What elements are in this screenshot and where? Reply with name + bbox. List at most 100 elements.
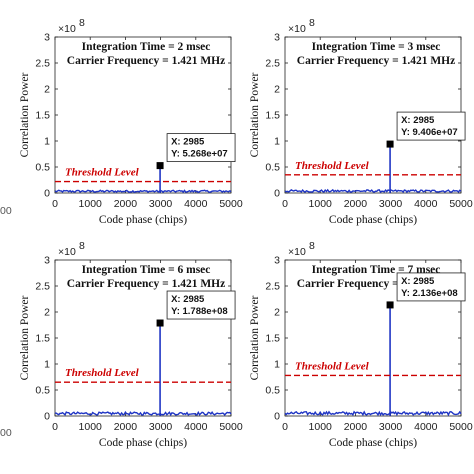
y-tick-label: 1.5 [265, 110, 280, 122]
datatip-y: Y: 2.136e+08 [401, 288, 458, 299]
noise-floor-line [284, 188, 462, 194]
y-axis-label: Correlation Power [19, 296, 31, 381]
y-tick-label: 1 [44, 359, 50, 371]
x-tick-label: 0 [52, 198, 58, 210]
datatip-x: X: 2985 [401, 276, 435, 287]
y-axis-multiplier-exponent: 8 [309, 17, 315, 29]
chart-panel-1: 0 0.5 1 1.5 2 2.5 3 0 1000 2000 3000 4000 5000 ×10 8 Co… [19, 17, 243, 226]
y-tick-label: 0.5 [35, 162, 50, 174]
noise-floor-line [284, 410, 462, 417]
datatip-box [166, 290, 236, 320]
y-tick-label: 2 [44, 307, 50, 319]
x-tick-label: 2000 [114, 198, 138, 210]
y-tick-label: 1.5 [265, 333, 280, 345]
y-axis-multiplier-exponent: 8 [309, 240, 315, 252]
x-tick-label: 2000 [114, 421, 138, 433]
y-tick-label: 1.5 [35, 110, 50, 122]
x-tick-label: 4000 [414, 198, 438, 210]
annotation-integration-time: Integration Time = 6 msec [82, 264, 211, 276]
x-axis-label: Code phase (chips) [329, 437, 417, 449]
peak-marker [386, 301, 394, 309]
x-tick-label: 0 [52, 421, 58, 433]
peak-marker [156, 162, 164, 170]
annotation-integration-time: Integration Time = 3 msec [312, 41, 441, 53]
y-tick-label: 3 [274, 32, 280, 44]
x-tick-label: 5000 [449, 421, 473, 433]
x-tick-label: 1000 [309, 421, 333, 433]
x-axis-label: Code phase (chips) [99, 214, 187, 226]
chart-panel-4: 0 0.5 1 1.5 2 2.5 3 0 1000 2000 3000 4000 5000 ×10 8 Co… [249, 240, 473, 449]
y-axis-label: Correlation Power [19, 73, 31, 158]
x-tick-label: 4000 [184, 421, 208, 433]
datatip-y: Y: 1.788e+08 [171, 306, 228, 317]
cropped-edge-label-top: 00 [0, 205, 12, 217]
threshold-label: Threshold Level [295, 160, 370, 172]
y-tick-label: 0 [44, 411, 50, 423]
y-tick-label: 0 [274, 188, 280, 200]
annotation-carrier-frequency: Carrier Frequency = 1.421 MHz [67, 55, 225, 67]
x-tick-label: 5000 [449, 198, 473, 210]
y-tick-label: 1 [274, 136, 280, 148]
y-axis-multiplier-exponent: 8 [79, 17, 85, 29]
y-tick-label: 2.5 [265, 58, 280, 70]
annotation-carrier-frequency: Carrier Frequency = 1.421 MHz [67, 278, 225, 290]
x-tick-label: 1000 [79, 421, 103, 433]
noise-floor-line [54, 189, 232, 194]
y-tick-label: 0.5 [265, 385, 280, 397]
datatip-y: Y: 5.268e+07 [171, 149, 228, 160]
y-tick-label: 3 [44, 32, 50, 44]
noise-floor-line [54, 410, 232, 417]
x-axis-label: Code phase (chips) [329, 214, 417, 226]
x-tick-label: 5000 [219, 198, 243, 210]
threshold-label: Threshold Level [295, 360, 370, 372]
x-tick-label: 3000 [379, 198, 403, 210]
y-axis-multiplier: ×10 [288, 246, 306, 258]
y-axis-multiplier: ×10 [58, 23, 76, 35]
cropped-edge-label-bottom: 00 [0, 427, 12, 439]
y-tick-label: 2 [274, 84, 280, 96]
x-tick-label: 3000 [149, 198, 173, 210]
y-tick-label: 2 [274, 307, 280, 319]
y-tick-label: 3 [44, 255, 50, 267]
y-tick-label: 0 [274, 411, 280, 423]
y-axis-label: Correlation Power [249, 73, 261, 158]
y-tick-label: 1 [44, 136, 50, 148]
y-tick-label: 1 [274, 359, 280, 371]
x-tick-label: 2000 [344, 198, 368, 210]
x-tick-label: 3000 [379, 421, 403, 433]
x-tick-label: 0 [282, 421, 288, 433]
y-tick-label: 2.5 [35, 58, 50, 70]
x-tick-label: 4000 [184, 198, 208, 210]
peak-marker [386, 140, 394, 148]
y-axis-multiplier-exponent: 8 [79, 240, 85, 252]
plot-area [54, 36, 232, 194]
datatip-x: X: 2985 [171, 137, 205, 148]
chart-panel-2: 0 0.5 1 1.5 2 2.5 3 0 1000 2000 3000 4000 5000 ×10 8 Co… [249, 17, 473, 226]
x-tick-label: 0 [282, 198, 288, 210]
threshold-label: Threshold Level [65, 367, 140, 379]
threshold-label: Threshold Level [65, 167, 140, 179]
y-tick-label: 2.5 [265, 281, 280, 293]
y-tick-label: 0 [44, 188, 50, 200]
annotation-integration-time: Integration Time = 2 msec [82, 41, 211, 53]
datatip-box [396, 111, 466, 141]
y-tick-label: 2.5 [35, 281, 50, 293]
annotation-carrier-frequency: Carrier Frequency = 1.421 MHz [297, 55, 455, 67]
x-tick-label: 1000 [79, 198, 103, 210]
y-tick-label: 1.5 [35, 333, 50, 345]
datatip-y: Y: 9.406e+07 [401, 127, 458, 138]
datatip-box [166, 133, 236, 163]
y-tick-label: 0.5 [35, 385, 50, 397]
x-tick-label: 2000 [344, 421, 368, 433]
plot-area [54, 259, 232, 417]
datatip-x: X: 2985 [401, 115, 435, 126]
y-tick-label: 0.5 [265, 162, 280, 174]
chart-panel-3: 0 0.5 1 1.5 2 2.5 3 0 1000 2000 3000 4000 5000 ×10 8 Co… [19, 240, 243, 449]
x-tick-label: 4000 [414, 421, 438, 433]
x-axis-label: Code phase (chips) [99, 437, 187, 449]
y-tick-label: 3 [274, 255, 280, 267]
y-axis-label: Correlation Power [249, 296, 261, 381]
x-tick-label: 5000 [219, 421, 243, 433]
datatip-box [396, 272, 466, 302]
